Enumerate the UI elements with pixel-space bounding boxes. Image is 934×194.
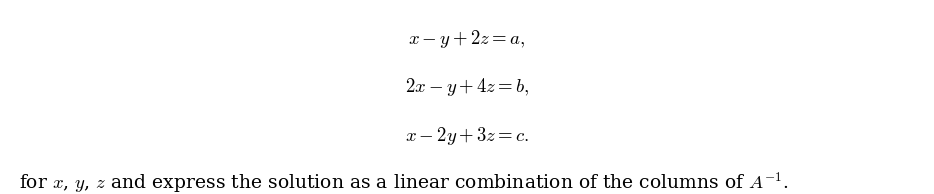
Text: $x - 2y + 3z = c.$: $x - 2y + 3z = c.$ [404, 125, 530, 147]
Text: $2x - y + 4z = b,$: $2x - y + 4z = b,$ [404, 76, 530, 98]
Text: $x - y + 2z = a,$: $x - y + 2z = a,$ [408, 28, 526, 50]
Text: for $x$, $y$, $z$ and express the solution as a linear combination of the column: for $x$, $y$, $z$ and express the soluti… [19, 170, 788, 194]
